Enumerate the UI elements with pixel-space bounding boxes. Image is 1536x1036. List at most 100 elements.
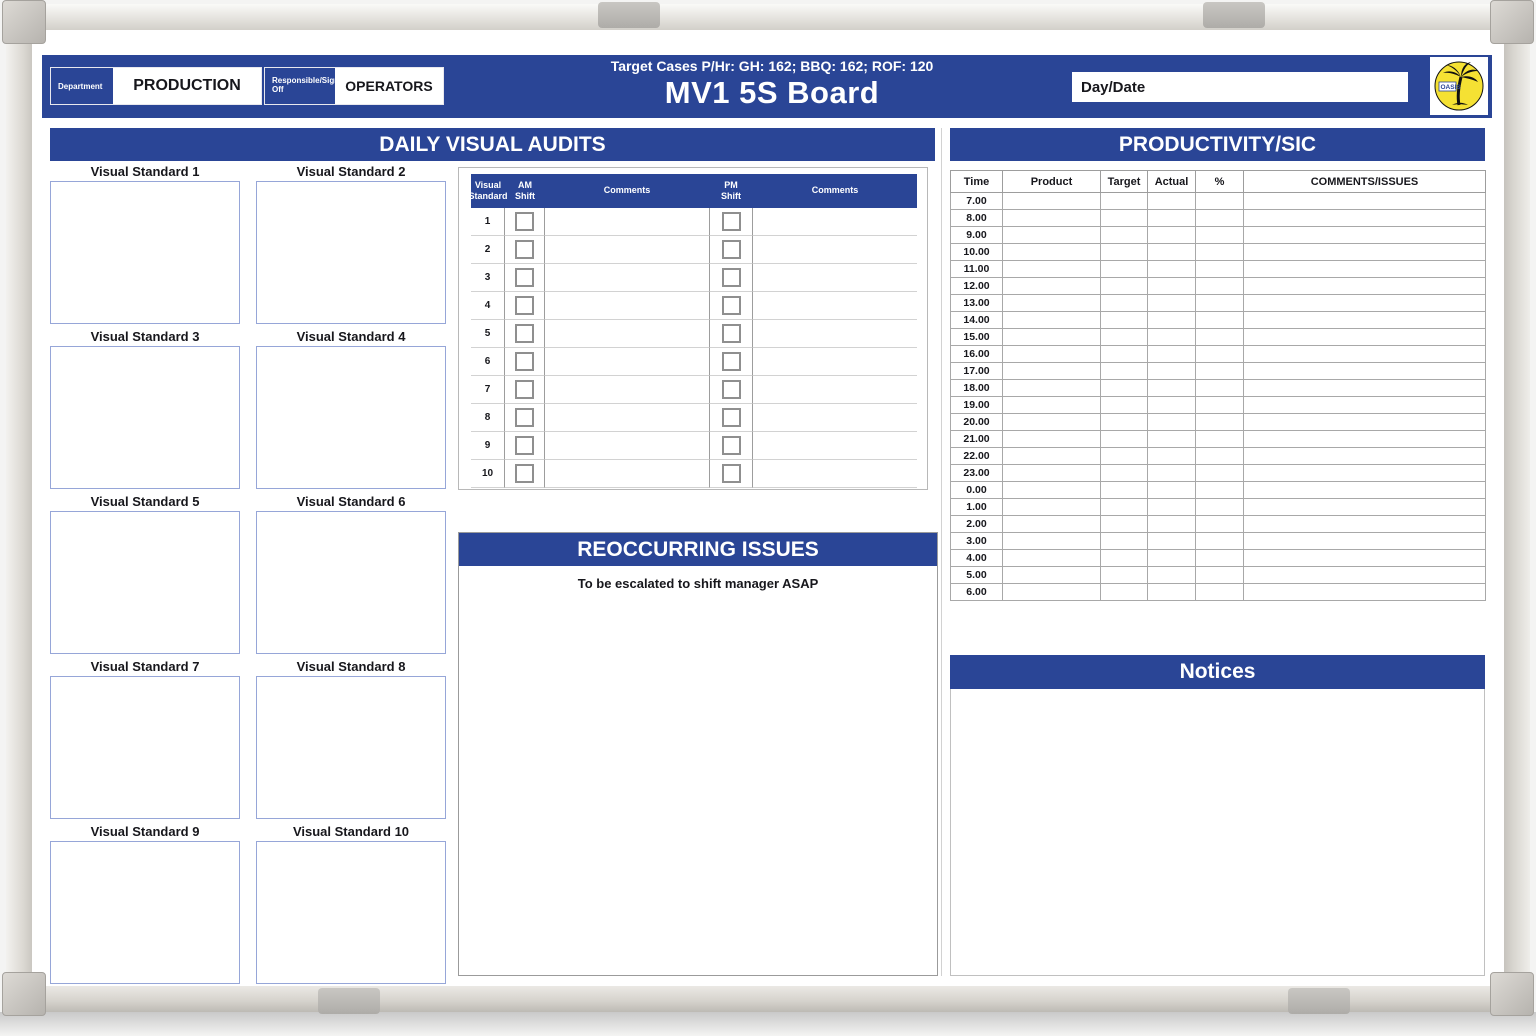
productivity-entry-cell[interactable] [1002,311,1101,329]
productivity-entry-cell[interactable] [1243,396,1486,414]
am-shift-checkbox[interactable] [515,296,534,315]
pm-comments-cell[interactable] [753,348,917,376]
productivity-entry-cell[interactable] [1002,515,1101,533]
am-comments-cell[interactable] [545,460,709,488]
am-comments-cell[interactable] [545,292,709,320]
productivity-entry-cell[interactable] [1100,328,1148,346]
pm-shift-checkbox[interactable] [721,408,741,427]
productivity-entry-cell[interactable] [1147,566,1196,584]
pm-comments-cell[interactable] [753,376,917,404]
productivity-entry-cell[interactable] [1002,583,1101,601]
productivity-entry-cell[interactable] [1243,311,1486,329]
productivity-entry-cell[interactable] [1243,294,1486,312]
pm-shift-checkbox[interactable] [721,268,741,287]
pm-comments-cell[interactable] [753,432,917,460]
productivity-entry-cell[interactable] [1147,549,1196,567]
productivity-entry-cell[interactable] [1100,549,1148,567]
visual-standard-box[interactable] [256,841,446,984]
visual-standard-box[interactable] [256,181,446,324]
responsible-value[interactable]: OPERATORS [335,68,443,104]
am-shift-checkbox[interactable] [515,240,534,259]
productivity-entry-cell[interactable] [1100,413,1148,431]
productivity-entry-cell[interactable] [1147,243,1196,261]
productivity-entry-cell[interactable] [1002,277,1101,295]
pm-shift-checkbox[interactable] [721,380,741,399]
productivity-entry-cell[interactable] [1243,430,1486,448]
productivity-entry-cell[interactable] [1147,328,1196,346]
productivity-entry-cell[interactable] [1195,566,1244,584]
productivity-entry-cell[interactable] [1243,345,1486,363]
productivity-entry-cell[interactable] [1147,430,1196,448]
productivity-entry-cell[interactable] [1100,379,1148,397]
visual-standard-box[interactable] [256,511,446,654]
productivity-entry-cell[interactable] [1002,192,1101,210]
productivity-entry-cell[interactable] [1195,260,1244,278]
productivity-entry-cell[interactable] [1100,294,1148,312]
am-comments-cell[interactable] [545,348,709,376]
productivity-entry-cell[interactable] [1100,192,1148,210]
productivity-entry-cell[interactable] [1195,413,1244,431]
pm-shift-checkbox[interactable] [721,352,741,371]
productivity-entry-cell[interactable] [1147,277,1196,295]
productivity-entry-cell[interactable] [1147,345,1196,363]
productivity-entry-cell[interactable] [1147,362,1196,380]
visual-standard-box[interactable] [50,181,240,324]
productivity-entry-cell[interactable] [1243,209,1486,227]
pm-shift-checkbox[interactable] [721,240,741,259]
productivity-entry-cell[interactable] [1195,447,1244,465]
productivity-entry-cell[interactable] [1100,362,1148,380]
productivity-entry-cell[interactable] [1195,345,1244,363]
am-comments-cell[interactable] [545,264,709,292]
productivity-entry-cell[interactable] [1147,498,1196,516]
productivity-entry-cell[interactable] [1147,396,1196,414]
productivity-entry-cell[interactable] [1100,481,1148,499]
productivity-entry-cell[interactable] [1243,362,1486,380]
productivity-entry-cell[interactable] [1100,498,1148,516]
visual-standard-box[interactable] [50,676,240,819]
productivity-entry-cell[interactable] [1100,311,1148,329]
productivity-entry-cell[interactable] [1100,447,1148,465]
productivity-entry-cell[interactable] [1195,379,1244,397]
productivity-entry-cell[interactable] [1243,226,1486,244]
department-value[interactable]: PRODUCTION [113,68,261,104]
pm-comments-cell[interactable] [753,292,917,320]
productivity-entry-cell[interactable] [1243,260,1486,278]
am-comments-cell[interactable] [545,432,709,460]
am-shift-checkbox[interactable] [515,380,534,399]
productivity-entry-cell[interactable] [1002,379,1101,397]
productivity-entry-cell[interactable] [1195,464,1244,482]
productivity-entry-cell[interactable] [1002,260,1101,278]
productivity-entry-cell[interactable] [1195,226,1244,244]
productivity-entry-cell[interactable] [1195,549,1244,567]
productivity-entry-cell[interactable] [1100,430,1148,448]
productivity-entry-cell[interactable] [1243,464,1486,482]
productivity-entry-cell[interactable] [1100,464,1148,482]
pm-shift-checkbox[interactable] [721,324,741,343]
productivity-entry-cell[interactable] [1002,447,1101,465]
productivity-entry-cell[interactable] [1147,481,1196,499]
productivity-entry-cell[interactable] [1002,566,1101,584]
productivity-entry-cell[interactable] [1195,328,1244,346]
productivity-entry-cell[interactable] [1100,515,1148,533]
productivity-entry-cell[interactable] [1147,209,1196,227]
am-comments-cell[interactable] [545,320,709,348]
productivity-entry-cell[interactable] [1147,226,1196,244]
productivity-entry-cell[interactable] [1147,515,1196,533]
pm-shift-checkbox[interactable] [721,436,741,455]
productivity-entry-cell[interactable] [1002,498,1101,516]
productivity-entry-cell[interactable] [1243,498,1486,516]
productivity-entry-cell[interactable] [1243,515,1486,533]
productivity-entry-cell[interactable] [1100,243,1148,261]
am-shift-checkbox[interactable] [515,464,534,483]
productivity-entry-cell[interactable] [1195,192,1244,210]
am-comments-cell[interactable] [545,208,709,236]
productivity-entry-cell[interactable] [1002,243,1101,261]
productivity-entry-cell[interactable] [1195,396,1244,414]
productivity-entry-cell[interactable] [1100,260,1148,278]
productivity-entry-cell[interactable] [1243,481,1486,499]
productivity-entry-cell[interactable] [1243,549,1486,567]
productivity-entry-cell[interactable] [1243,566,1486,584]
pm-comments-cell[interactable] [753,264,917,292]
am-shift-checkbox[interactable] [515,268,534,287]
productivity-entry-cell[interactable] [1147,192,1196,210]
